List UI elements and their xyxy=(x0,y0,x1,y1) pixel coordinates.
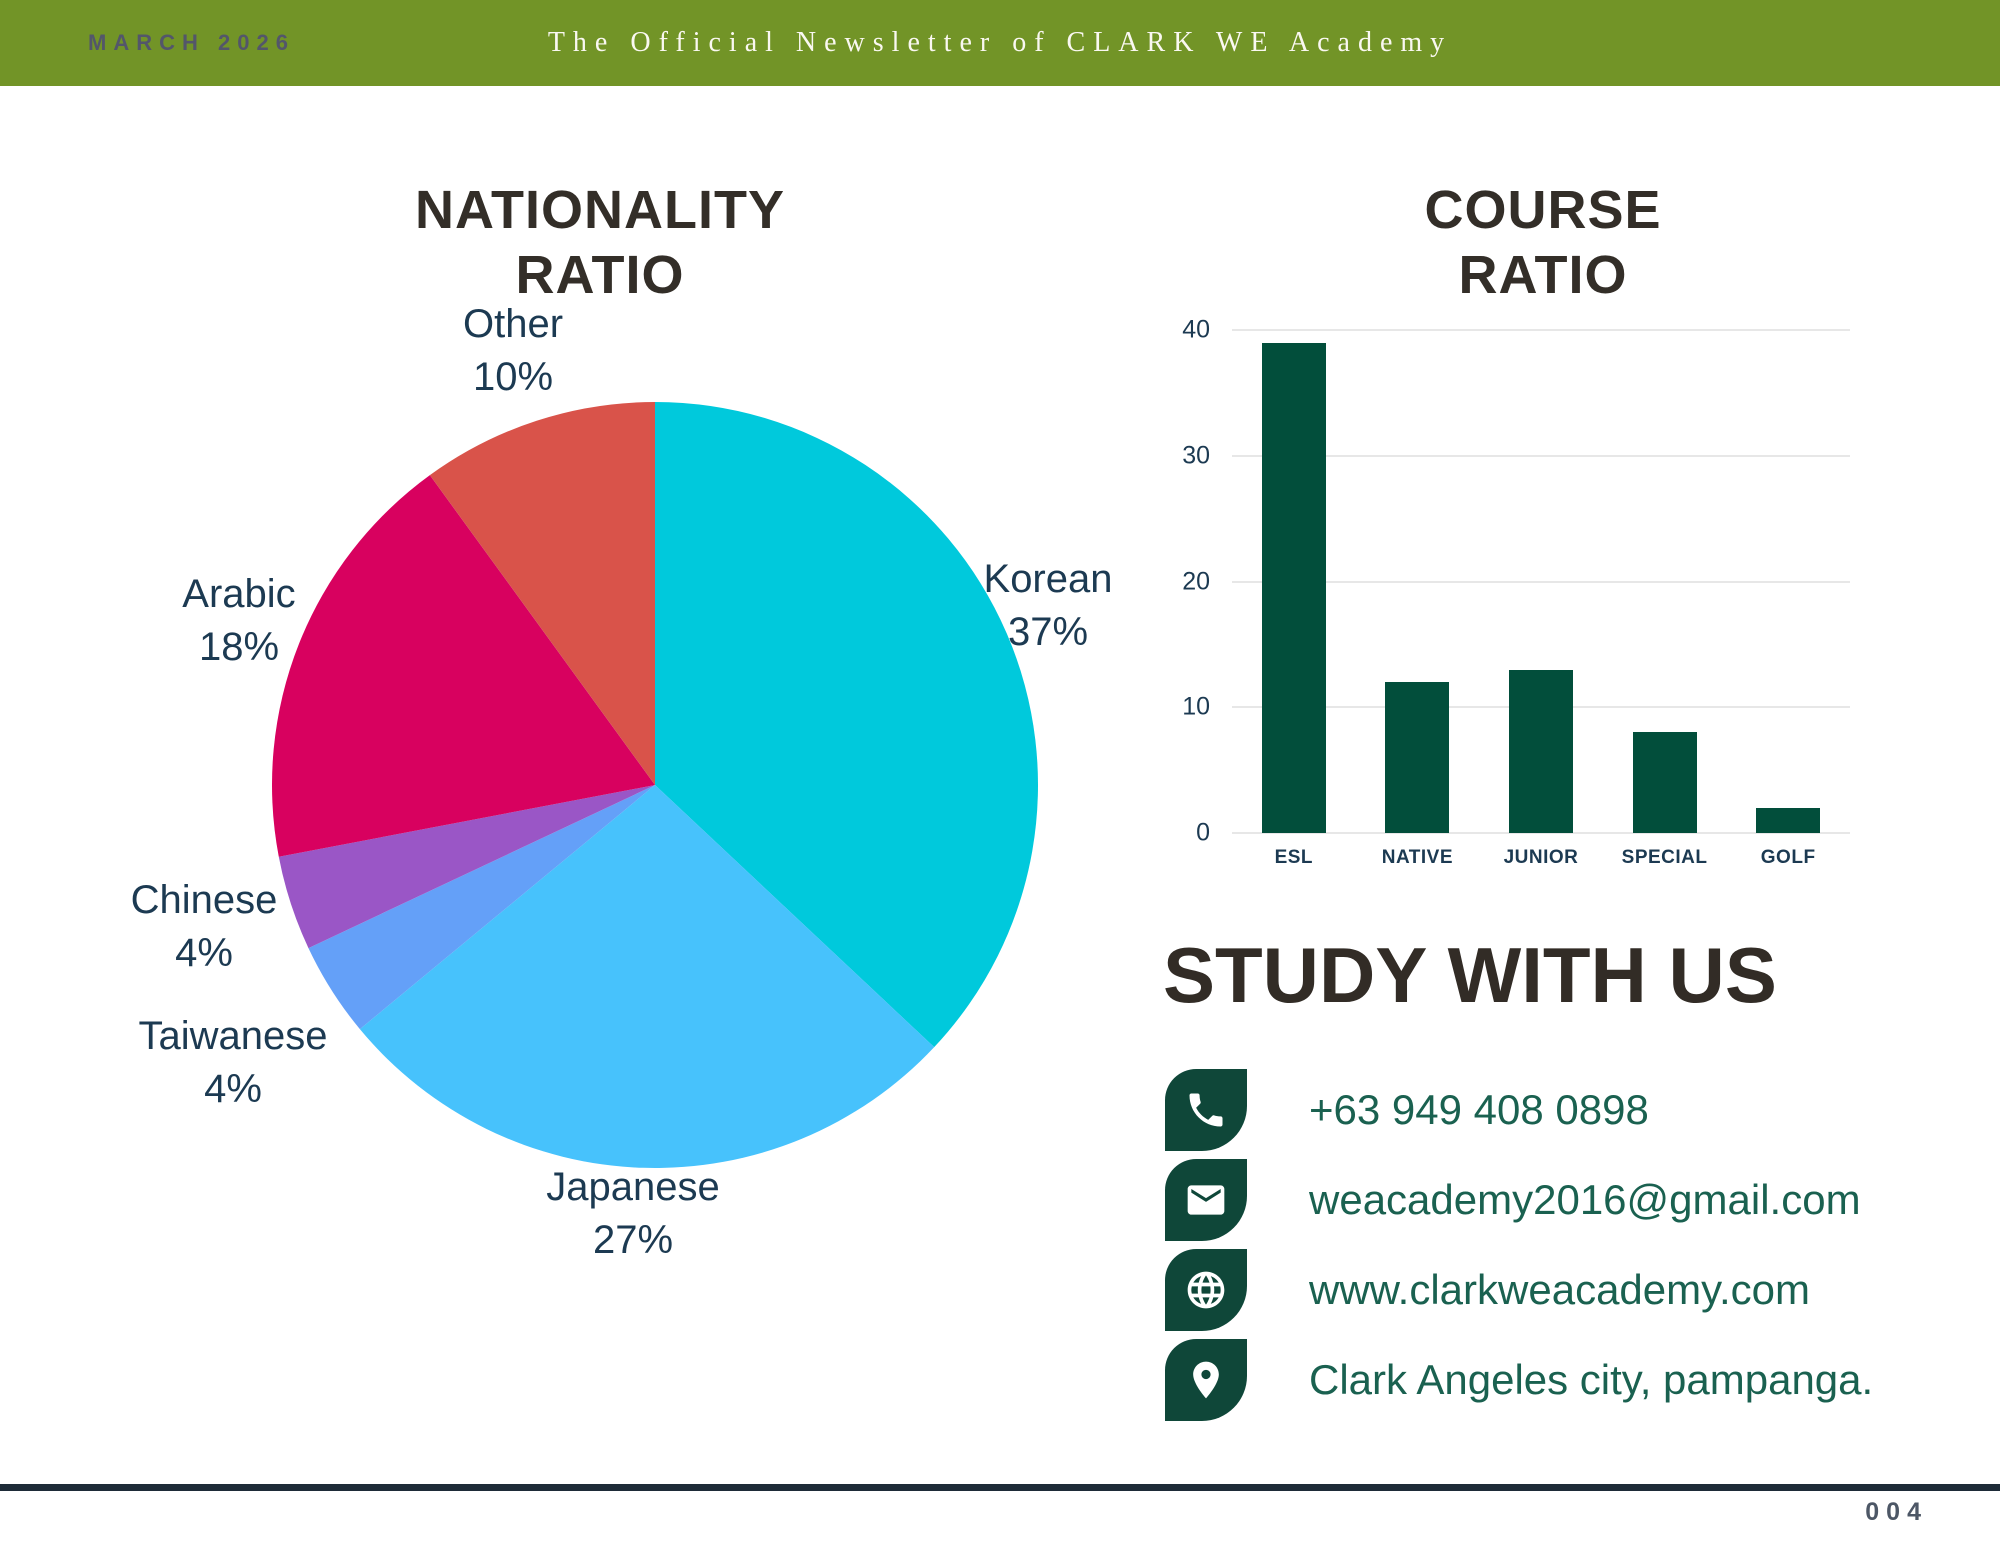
course-title-line2: RATIO xyxy=(1458,244,1628,305)
pie-label-taiwanese: Taiwanese 4% xyxy=(138,1010,327,1116)
issue-date: MARCH 2026 xyxy=(88,30,295,55)
pie-label-other: Other 10% xyxy=(463,298,563,404)
pie-label-percent: 10% xyxy=(472,355,554,399)
nationality-title-line2: RATIO xyxy=(515,244,685,305)
nationality-title-line1: NATIONALITY xyxy=(415,180,785,240)
pie-label-percent: 37% xyxy=(1007,610,1089,654)
phone-icon xyxy=(1165,1069,1247,1151)
pie-label-name: Korean xyxy=(983,557,1113,602)
gridline-20 xyxy=(1232,580,1850,583)
nationality-ratio-title: NATIONALITY RATIO xyxy=(415,178,785,308)
header-bar: MARCH 2026 The Official Newsletter of CL… xyxy=(0,0,2000,86)
contact-row: Clark Angeles city, pampanga. xyxy=(1165,1339,1925,1421)
gridline-30 xyxy=(1232,454,1850,457)
study-with-us-heading: STUDY WITH US xyxy=(1163,931,1777,1019)
pie-slice-taiwanese xyxy=(308,785,655,1030)
bar-slot-golf: GOLF xyxy=(1726,330,1850,868)
contact-row: +63 949 408 0898 xyxy=(1165,1069,1925,1151)
globe-icon xyxy=(1165,1249,1247,1331)
bar-slot-esl: ESL xyxy=(1232,330,1356,868)
pie-slice-other xyxy=(429,402,655,785)
pie-label-percent: 18% xyxy=(198,625,280,669)
x-category-label: GOLF xyxy=(1760,847,1816,868)
pie-label-name: Japanese xyxy=(546,1165,720,1210)
contact-text: Clark Angeles city, pampanga. xyxy=(1309,1356,1874,1403)
course-title-line1: COURSE xyxy=(1424,180,1662,240)
bar-junior xyxy=(1508,669,1573,833)
pie-label-name: Taiwanese xyxy=(138,1014,328,1059)
bar-golf xyxy=(1756,807,1821,833)
bar-slot-junior: JUNIOR xyxy=(1479,330,1603,868)
contact-list: +63 949 408 0898 weacademy2016@gmail.com w… xyxy=(1165,1069,1925,1429)
y-tick-label: 10 xyxy=(1182,692,1210,721)
page-number: 004 xyxy=(1865,1498,1928,1526)
y-tick-label: 20 xyxy=(1182,567,1210,595)
contact-row: www.clarkweacademy.com xyxy=(1165,1249,1925,1331)
pie-label-name: Chinese xyxy=(130,878,278,923)
y-tick-label: 40 xyxy=(1182,315,1210,344)
footer-divider xyxy=(0,1484,2000,1491)
pie-label-chinese: Chinese 4% xyxy=(131,874,278,980)
bar-special xyxy=(1632,732,1697,833)
pie-label-arabic: Arabic 18% xyxy=(182,568,295,674)
contact-text: weacademy2016@gmail.com xyxy=(1309,1176,1861,1223)
course-ratio-title: COURSE RATIO xyxy=(1424,178,1661,308)
pie-label-japanese: Japanese 27% xyxy=(546,1161,719,1267)
pie-slice-japanese xyxy=(359,785,935,1168)
contact-text: +63 949 408 0898 xyxy=(1309,1086,1649,1133)
pie-label-name: Arabic xyxy=(182,572,296,617)
pie-svg xyxy=(272,402,1038,1168)
y-tick-label: 0 xyxy=(1196,818,1210,847)
pie-label-name: Other xyxy=(462,302,564,347)
contact-text: www.clarkweacademy.com xyxy=(1309,1266,1811,1313)
course-bar-chart: 0 10 20 30 40 ESL NATIVE JUNIOR SPECIAL GOLF xyxy=(1182,316,1850,868)
gridline-40 xyxy=(1232,329,1850,331)
bar-slot-special: SPECIAL xyxy=(1603,330,1727,868)
x-category-label: JUNIOR xyxy=(1503,847,1579,868)
newsletter-title: The Official Newsletter of CLARK WE Acad… xyxy=(547,27,1453,58)
x-category-label: ESL xyxy=(1274,847,1314,868)
location-icon xyxy=(1165,1339,1247,1421)
pie-label-percent: 27% xyxy=(592,1218,674,1262)
pie-slice-korean xyxy=(655,402,1038,1048)
mail-icon xyxy=(1165,1159,1247,1241)
nationality-pie-chart xyxy=(272,402,1038,1168)
pie-label-korean: Korean 37% xyxy=(984,553,1113,659)
bar-slot-native: NATIVE xyxy=(1356,330,1480,868)
contact-row: weacademy2016@gmail.com xyxy=(1165,1159,1925,1241)
pie-label-percent: 4% xyxy=(175,931,233,975)
x-category-label: NATIVE xyxy=(1381,847,1454,868)
bar-esl xyxy=(1261,342,1326,833)
y-tick-label: 30 xyxy=(1182,441,1210,470)
pie-slice-chinese xyxy=(278,785,655,949)
pie-slice-arabic xyxy=(272,475,655,857)
gridline-0 xyxy=(1232,832,1850,834)
x-category-label: SPECIAL xyxy=(1621,847,1708,868)
bar-slots: ESL NATIVE JUNIOR SPECIAL GOLF xyxy=(1232,330,1850,868)
pie-label-percent: 4% xyxy=(204,1067,262,1111)
bar-native xyxy=(1385,682,1450,833)
